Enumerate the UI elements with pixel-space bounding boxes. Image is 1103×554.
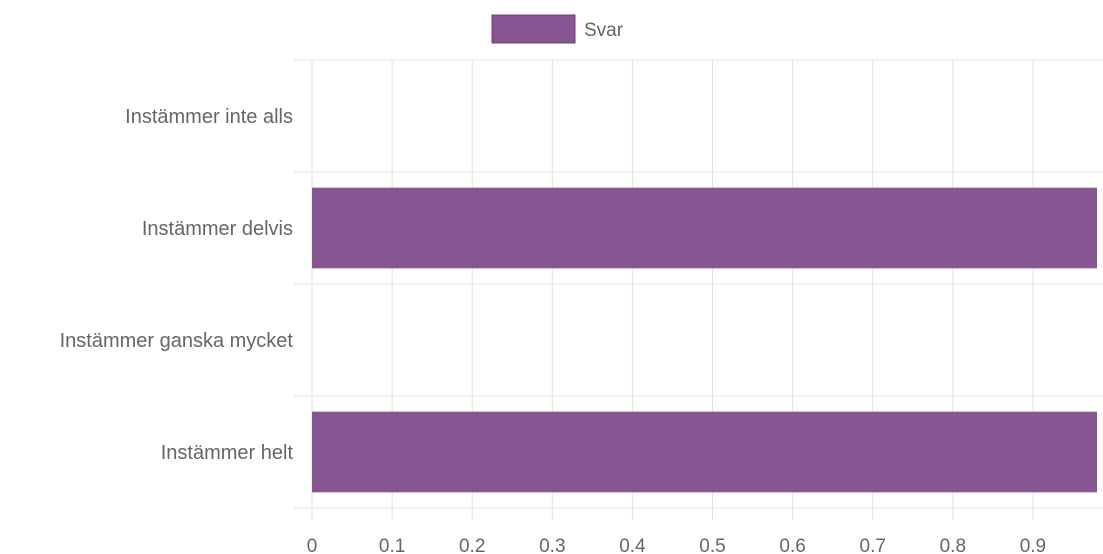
x-tick-label: 0.5: [699, 536, 725, 554]
x-tick-label: 0: [307, 536, 318, 554]
x-tick-label: 0.3: [539, 536, 565, 554]
bar[interactable]: [312, 411, 1097, 493]
legend-swatch[interactable]: [491, 14, 576, 44]
x-tick-label: 0.2: [459, 536, 485, 554]
grid-layer: [294, 59, 1103, 520]
category-label: Instämmer delvis: [142, 218, 293, 240]
x-tick-label: 0.4: [619, 536, 646, 554]
category-label: Instämmer inte alls: [125, 106, 293, 128]
x-tick-label: 0.1: [379, 536, 405, 554]
x-tick-label: 0.8: [940, 536, 966, 554]
x-tick-label: 0.9: [1020, 536, 1046, 554]
category-labels: Instämmer inte alls Instämmer delvis Instä…: [60, 106, 294, 464]
category-label: Instämmer helt: [161, 442, 294, 464]
category-label: Instämmer ganska mycket: [60, 330, 294, 352]
x-axis-ticks: 0 0.1 0.2 0.3 0.4 0.5 0.6 0.7 0.8 0.9: [307, 536, 1046, 554]
legend[interactable]: Svar: [491, 14, 624, 44]
x-tick-label: 0.7: [860, 536, 886, 554]
x-tick-label: 0.6: [779, 536, 805, 554]
bar[interactable]: [312, 187, 1097, 269]
bar-layer: [312, 187, 1097, 493]
legend-label[interactable]: Svar: [584, 20, 624, 41]
